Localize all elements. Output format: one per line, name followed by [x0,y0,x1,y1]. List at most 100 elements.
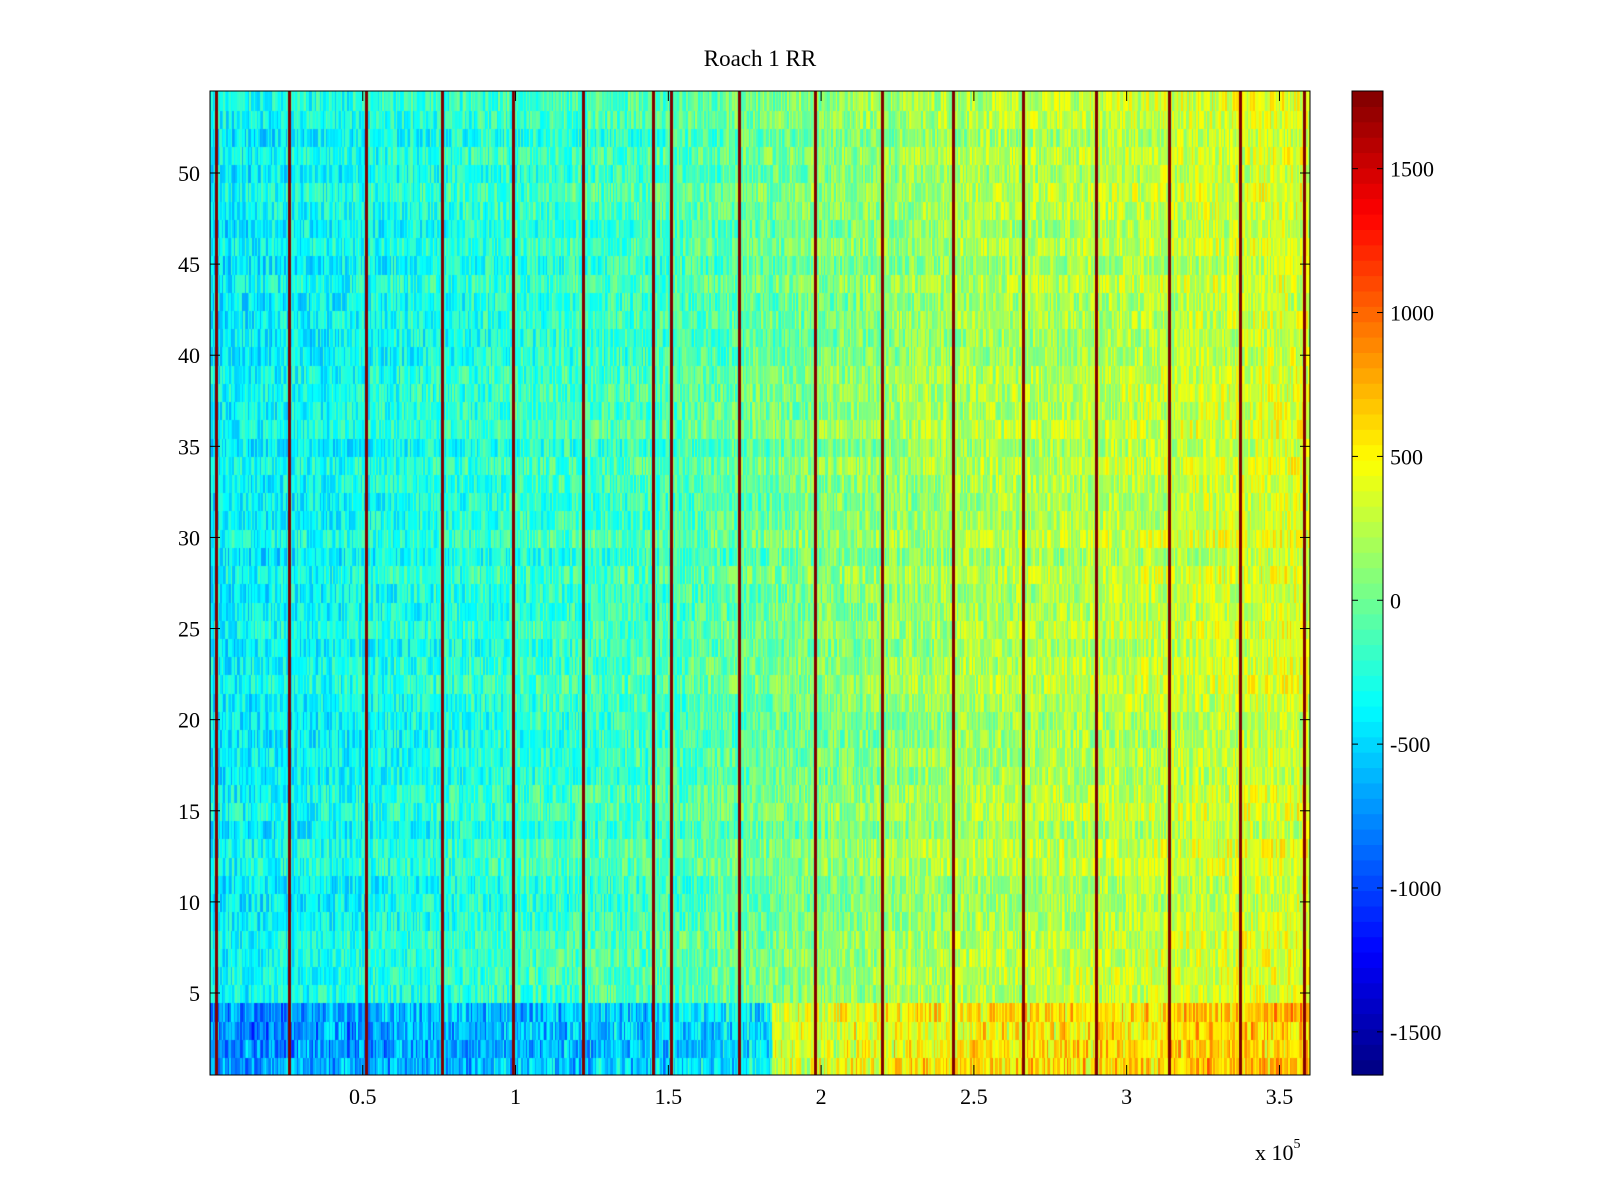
y-tick-label: 30 [178,525,200,550]
colorbar-segment [1352,690,1383,707]
colorbar-segment [1352,214,1383,230]
colorbar-segment [1352,998,1383,1015]
x-tick-label: 1 [510,1084,521,1109]
colorbar-segment [1352,429,1383,446]
colorbar-segment [1352,137,1383,154]
colorbar-segment [1352,367,1383,384]
colorbar-segment [1352,813,1383,830]
colorbar-segment [1352,475,1383,492]
colorbar-segment [1352,921,1383,938]
colorbar-segment [1352,782,1383,799]
colorbar-segment [1352,659,1383,676]
colorbar-segment [1352,567,1383,584]
colorbar-segment [1352,767,1383,784]
x-tick-label: 3 [1121,1084,1132,1109]
colorbar-segment [1352,829,1383,845]
colorbar-tick-label: 1500 [1390,157,1434,182]
colorbar-segment [1352,337,1383,353]
colorbar-segment [1352,398,1383,415]
colorbar-segment [1352,644,1383,661]
colorbar-segment [1352,536,1383,553]
y-tick-label: 35 [178,434,200,459]
colorbar-segment [1352,859,1383,876]
colorbar-segment [1352,490,1383,507]
colorbar-tick-label: 0 [1390,588,1401,613]
colorbar-segment [1352,244,1383,261]
colorbar-segment [1352,736,1383,753]
colorbar-segment [1352,290,1383,307]
colorbar-segment [1352,352,1383,369]
y-tick-label: 40 [178,343,200,368]
colorbar-tick-label: -500 [1390,732,1430,757]
colorbar-segment [1352,413,1383,430]
colorbar-segment [1352,675,1383,692]
colorbar-segment [1352,275,1383,292]
heatmap-image [210,91,1310,1075]
colorbar-segment [1352,1013,1383,1030]
x-tick-label: 2 [816,1084,827,1109]
colorbar-segment [1352,152,1383,169]
colorbar-axis: 1500 1000 500 0 -500 -1000 -1500 [1352,157,1441,1045]
x-axis-multiplier: x 105 [1255,1137,1301,1165]
x-axis-multiplier-exponent: 5 [1294,1137,1301,1152]
colorbar-segment [1352,721,1383,738]
colorbar-segment [1352,229,1383,246]
colorbar-segment [1352,306,1383,323]
axes-frame [209,90,1311,1076]
x-tick-label: 2.5 [960,1084,988,1109]
colorbar-segment [1352,1028,1383,1045]
colorbar-segment [1352,121,1383,138]
colorbar [1351,90,1384,1076]
colorbar-tick-label: -1000 [1390,876,1441,901]
colorbar-segment [1352,967,1383,984]
colorbar-segment [1352,91,1383,107]
colorbar-segment [1352,106,1383,123]
colorbar-segment [1352,844,1383,861]
colorbar-frame [1351,90,1384,1076]
colorbar-segment [1352,460,1383,476]
colorbar-segment [1352,952,1383,968]
colorbar-segment [1352,875,1383,892]
y-tick-label: 20 [178,708,200,733]
colorbar-segment [1352,798,1383,815]
colorbar-segment [1352,552,1383,569]
colorbar-segment [1352,752,1383,769]
y-tick-label: 25 [178,617,200,642]
colorbar-segment [1352,521,1383,538]
y-tick-label: 10 [178,890,200,915]
colorbar-segment [1352,936,1383,953]
y-tick-label: 15 [178,799,200,824]
colorbar-segment [1352,383,1383,400]
colorbar-segment [1352,890,1383,907]
colorbar-segment [1352,506,1383,523]
colorbar-segment [1352,583,1383,599]
x-tick-label: 1.5 [655,1084,683,1109]
colorbar-segment [1352,598,1383,615]
colorbar-segment [1352,706,1383,722]
y-tick-label: 5 [189,981,200,1006]
x-tick-label: 3.5 [1266,1084,1294,1109]
colorbar-segment [1352,321,1383,338]
x-axis-multiplier-base: x 10 [1255,1140,1294,1165]
colorbar-segment [1352,183,1383,200]
colorbar-tick-label: 1000 [1390,301,1434,326]
x-tick-label: 0.5 [349,1084,377,1109]
y-tick-label: 50 [178,161,200,186]
colorbar-segment [1352,1044,1383,1061]
colorbar-segment [1352,629,1383,646]
colorbar-segment [1352,982,1383,999]
x-axis: 0.5 1 1.5 2 2.5 3 3.5 [349,91,1293,1109]
y-axis: 5 10 15 20 25 30 35 40 45 50 [178,161,1310,1006]
colorbar-segment [1352,444,1383,461]
colorbar-segment [1352,167,1383,184]
colorbar-segment [1352,260,1383,277]
colorbar-segment [1352,1059,1383,1076]
chart-title: Roach 1 RR [704,46,817,71]
colorbar-tick-label: 500 [1390,444,1423,469]
colorbar-segment [1352,613,1383,630]
colorbar-segment [1352,905,1383,922]
heatmap-plot-area [210,91,1310,1075]
colorbar-tick-label: -1500 [1390,1020,1441,1045]
y-tick-label: 45 [178,252,200,277]
